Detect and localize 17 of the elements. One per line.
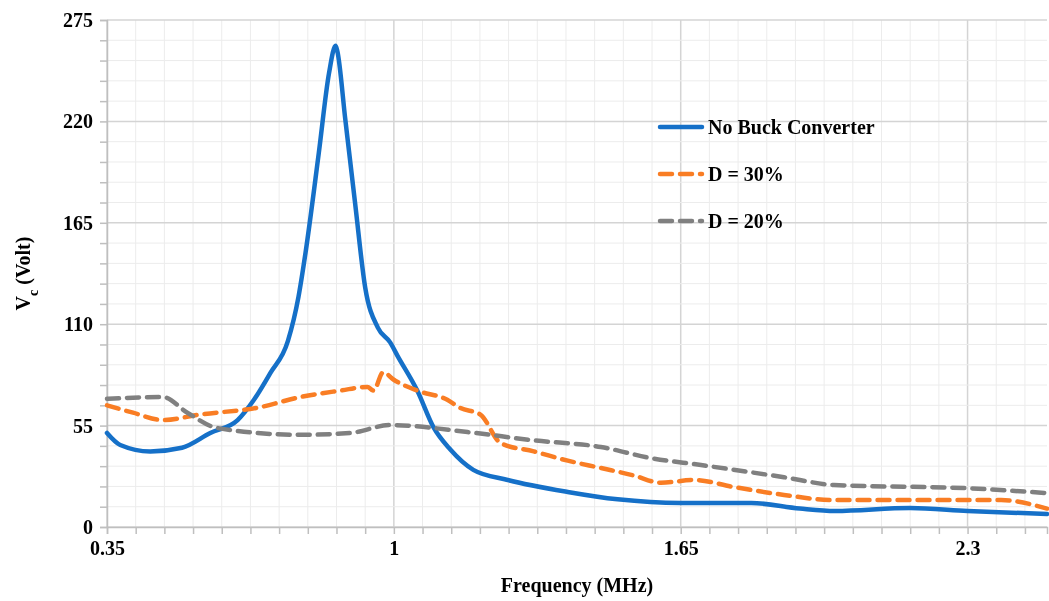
y-tick-label: 110: [64, 313, 93, 336]
line-series: [104, 369, 1049, 511]
x-tick-label: 2.3: [955, 537, 981, 559]
line-series: [104, 394, 1049, 496]
line-series: [104, 43, 1049, 517]
x-tick-label: 1.65: [663, 537, 699, 559]
y-tick-label: 220: [63, 110, 93, 133]
y-tick-label: 275: [63, 8, 93, 31]
y-tick-label: 55: [73, 414, 93, 437]
x-tick-label: 0.35: [90, 537, 125, 559]
y-tick-label: 165: [63, 211, 93, 234]
legend-label: D = 20%: [708, 210, 784, 232]
x-tick-label: 1: [389, 537, 400, 559]
x-axis-title: Frequency (MHz): [500, 574, 654, 597]
legend-label: No Buck Converter: [708, 116, 875, 138]
legend-label: D = 30%: [708, 163, 784, 185]
y-tick-label: 0: [83, 515, 93, 538]
